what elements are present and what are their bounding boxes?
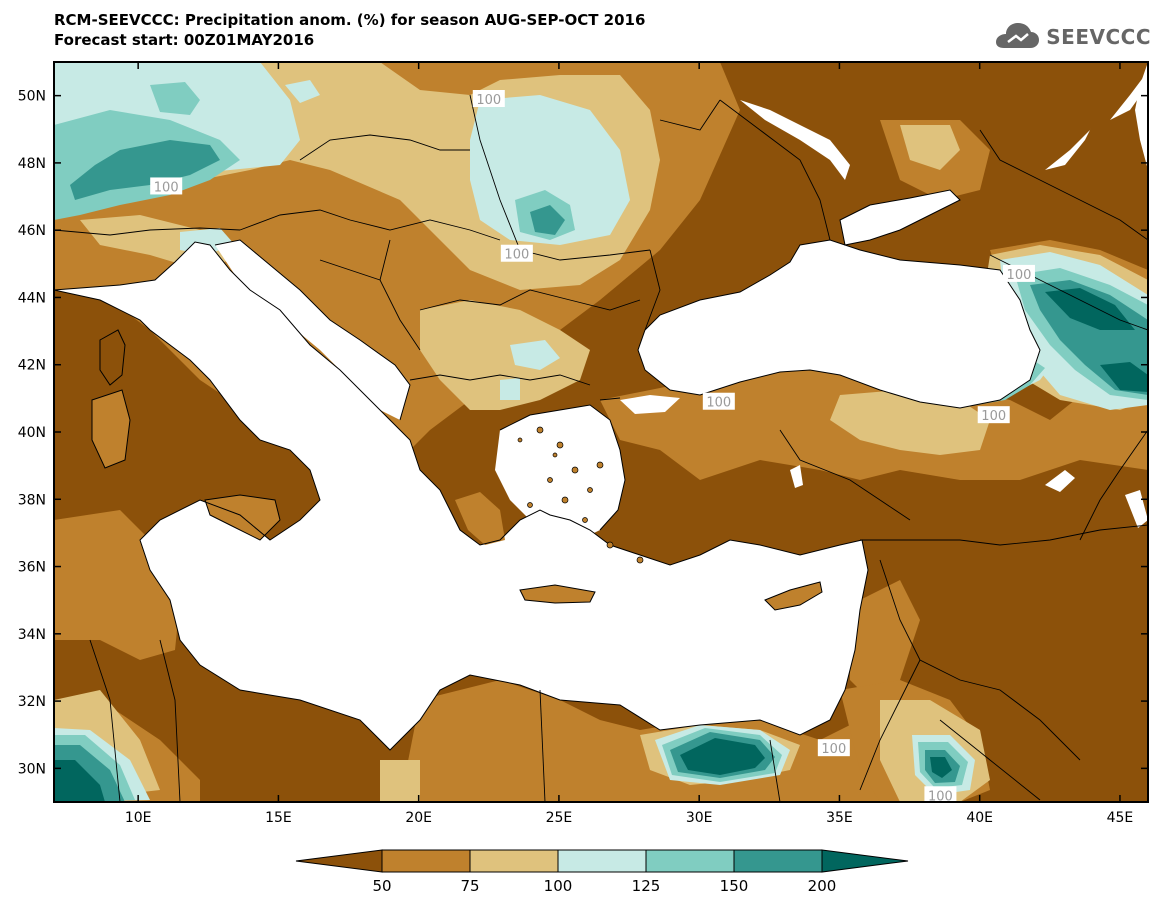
contour-label-bg: [977, 406, 1010, 424]
aegean-islands: [517, 426, 644, 564]
title-block: RCM-SEEVCCC: Precipitation anom. (%) for…: [54, 10, 645, 50]
map-subtitle: Forecast start: 00Z01MAY2016: [54, 31, 315, 49]
y-tick-label: 48N: [18, 156, 46, 172]
contour-label-bg: [472, 90, 505, 107]
y-tick-label: 32N: [18, 694, 46, 710]
colorbar-extend-high: [821, 849, 909, 873]
contour-label-bg: [924, 786, 957, 804]
contour-label: 100: [504, 248, 529, 263]
peloponnese: [455, 492, 505, 545]
contour-label-bg: [702, 392, 735, 410]
x-tick-label: 30E: [686, 810, 713, 826]
contour-label-bg: [150, 177, 183, 195]
x-tick-label: 25E: [546, 810, 573, 826]
y-tick-label: 50N: [18, 89, 46, 105]
mediterranean-sea: [54, 242, 868, 750]
colorbar-segment: [469, 849, 559, 873]
colorbar-label: 125: [632, 877, 661, 895]
band-above-200: [54, 288, 1148, 802]
y-tick-label: 38N: [18, 492, 46, 508]
lake-van: [1045, 470, 1075, 492]
brand-name: SEEVCCC: [1046, 25, 1151, 49]
contour-label: 100: [706, 396, 731, 411]
x-tick-label: 40E: [966, 810, 993, 826]
x-tick-label: 10E: [125, 810, 152, 826]
cloud-icon: [996, 23, 1040, 48]
y-tick-label: 34N: [18, 627, 46, 643]
colorbar-segment: [557, 849, 647, 873]
x-tick-label: 35E: [826, 810, 853, 826]
contour-label-bg: [1002, 264, 1035, 282]
sea-of-azov: [840, 190, 960, 245]
sardinia: [92, 390, 130, 468]
contour-label: 100: [821, 742, 846, 757]
contour-label: 100: [928, 789, 953, 804]
contour-label: 100: [476, 93, 501, 108]
x-axis: 10E 15E 20E 25E 30E 35E 40E 45E: [125, 62, 1133, 826]
colorbar-segment: [645, 849, 735, 873]
x-tick-label: 45E: [1107, 810, 1134, 826]
contour-label-bg: [500, 244, 533, 262]
colorbar-label: 150: [720, 877, 749, 895]
colorbar-label: 200: [808, 877, 837, 895]
contour-label-bg: [817, 739, 850, 757]
map-field: [54, 62, 1148, 802]
colorbar-segment: [381, 849, 471, 873]
y-tick-label: 40N: [18, 425, 46, 441]
colorbar-segment: [733, 849, 823, 873]
colorbar-label: 75: [460, 877, 479, 895]
colorbar: 50 75 100 125 150 200: [295, 849, 909, 895]
sea-mask: [54, 62, 1148, 750]
contour-labels: 100 100 100 100 100 100 100 100: [150, 90, 1035, 804]
crete: [520, 585, 595, 603]
y-tick-label: 42N: [18, 358, 46, 374]
borders: [54, 94, 1148, 802]
adriatic-sea: [215, 240, 410, 420]
map-title: RCM-SEEVCCC: Precipitation anom. (%) for…: [54, 11, 646, 29]
colorbar-label: 50: [372, 877, 391, 895]
x-tick-label: 15E: [265, 810, 292, 826]
y-tick-label: 46N: [18, 223, 46, 239]
cyprus: [765, 582, 822, 610]
black-sea: [638, 240, 1040, 408]
brand-logo: SEEVCCC: [994, 20, 1151, 54]
coastlines: [54, 189, 1041, 751]
colorbar-extend-low: [295, 849, 383, 873]
y-tick-label: 44N: [18, 290, 46, 306]
contour-label: 100: [1007, 268, 1032, 283]
corsica: [100, 330, 125, 385]
contour-label: 100: [154, 180, 179, 195]
y-axis: 30N 32N 34N 36N 38N 40N 42N 44N 46N 48N 50N: [18, 89, 1148, 777]
contour-label: 100: [981, 409, 1006, 424]
y-tick-label: 36N: [18, 560, 46, 576]
sea-of-marmara: [620, 395, 680, 414]
x-tick-label: 20E: [405, 810, 432, 826]
y-tick-label: 30N: [18, 761, 46, 777]
colorbar-label: 100: [544, 877, 573, 895]
